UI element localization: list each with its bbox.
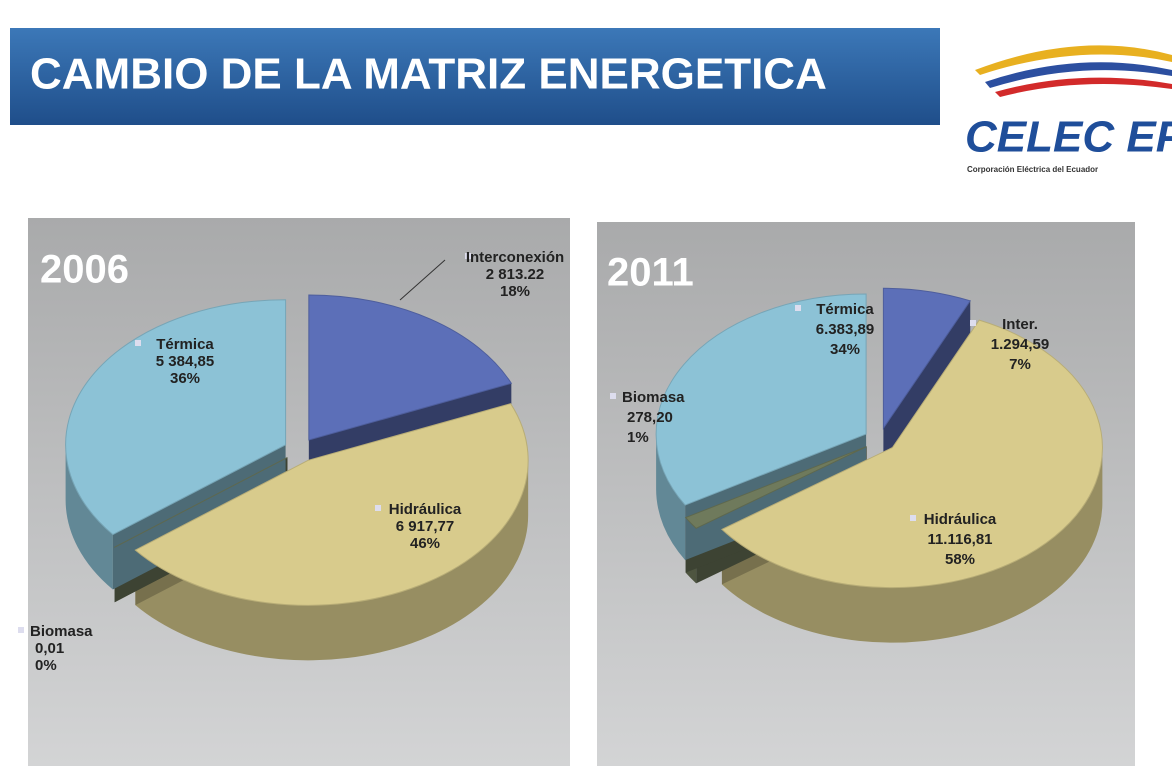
- slice-value-label: 1.294,59: [991, 336, 1049, 353]
- logo-swoosh: [995, 77, 1172, 97]
- header-bar: [10, 28, 940, 125]
- slice-label: Biomasa: [622, 389, 685, 406]
- pie-slice: [721, 319, 1103, 589]
- pie-slice: [114, 456, 288, 548]
- legend-bullet: [795, 305, 801, 311]
- legend-bullet: [135, 340, 141, 346]
- slice-percent-label: 7%: [1009, 356, 1031, 373]
- slice-side: [135, 460, 529, 661]
- leader-line: [399, 259, 446, 301]
- logo-swoosh: [975, 45, 1172, 75]
- slice-percent-label: 34%: [830, 341, 860, 358]
- slice-label: Hidráulica: [389, 501, 462, 518]
- legend-bullet: [18, 627, 24, 633]
- slice-side: [656, 434, 686, 561]
- slice-label: Térmica: [816, 301, 874, 318]
- header-title: CAMBIO DE LA MATRIZ ENERGETICA: [30, 50, 827, 99]
- pie-slice: [65, 299, 287, 536]
- slice-side: [65, 444, 113, 590]
- logo-text: CELEC EP: [965, 113, 1172, 162]
- slice-value-label: 0,01: [35, 640, 64, 657]
- slice-side: [721, 447, 1103, 643]
- pie-slice: [308, 294, 513, 441]
- slice-value-label: 11.116,81: [927, 531, 992, 548]
- legend-bullet: [465, 253, 471, 259]
- slice-percent-label: 0%: [35, 657, 57, 674]
- pie-slice: [684, 446, 867, 529]
- slice-percent-label: 58%: [945, 551, 975, 568]
- slice-value-label: 2 813.22: [486, 266, 544, 283]
- slice-value-label: 278,20: [627, 409, 673, 426]
- pie-slice: [655, 293, 867, 506]
- slice-label: Térmica: [156, 336, 214, 353]
- legend-bullet: [610, 393, 616, 399]
- slice-value-label: 6.383,89: [816, 321, 874, 338]
- slice-percent-label: 36%: [170, 370, 200, 387]
- logo-swoosh: [985, 62, 1172, 88]
- slice-value-label: 5 384,85: [156, 353, 214, 370]
- slice-value-label: 6 917,77: [396, 518, 454, 535]
- logo-subtitle: Corporación Eléctrica del Ecuador: [967, 165, 1098, 174]
- slice-label: Biomasa: [30, 623, 93, 640]
- legend-bullet: [970, 320, 976, 326]
- logo: CELEC EP Corporación Eléctrica del Ecuad…: [965, 45, 1172, 174]
- legend-bullet: [910, 515, 916, 521]
- slice-percent-label: 18%: [500, 283, 530, 300]
- pie-slice: [134, 403, 529, 606]
- slice-percent-label: 1%: [627, 429, 649, 446]
- slice-percent-label: 46%: [410, 535, 440, 552]
- chart-title: 2011: [607, 251, 694, 295]
- legend-bullet: [375, 505, 381, 511]
- slice-label: Hidráulica: [924, 511, 997, 528]
- slice-label: Inter.: [1002, 316, 1038, 333]
- pie-slice: [882, 287, 972, 430]
- slice-label: Interconexión: [466, 249, 564, 266]
- chart-title: 2006: [40, 248, 129, 292]
